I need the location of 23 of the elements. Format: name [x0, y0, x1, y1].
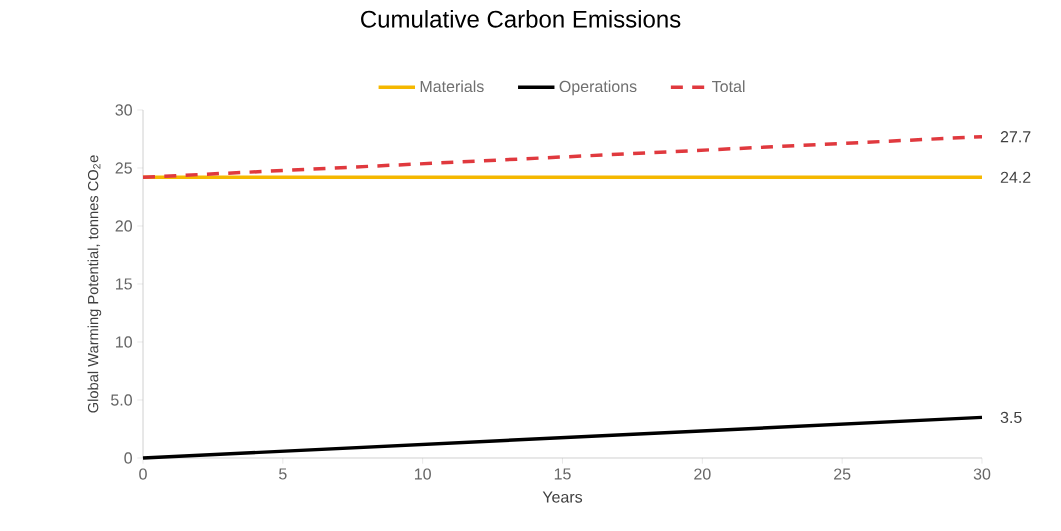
legend-label: Materials: [420, 80, 484, 93]
y-tick-label: 10: [116, 336, 132, 348]
y-tick-label: 15: [116, 278, 132, 290]
chart-title: Cumulative Carbon Emissions: [361, 10, 681, 28]
legend-label: Operations: [559, 80, 637, 96]
data-label: 3.5: [1000, 411, 1022, 424]
x-tick-label: 15: [554, 468, 571, 480]
y-tick-label: 5.0: [111, 394, 132, 406]
data-label: 27.7: [1000, 131, 1031, 143]
y-tick-label: 30: [115, 104, 132, 116]
y-tick-label: 20: [115, 220, 132, 232]
legend-label: Total: [712, 80, 745, 93]
x-tick-label: 25: [834, 468, 851, 480]
x-axis-title: Years: [542, 491, 583, 503]
y-tick-label: 25: [115, 162, 132, 174]
x-tick-label: 5: [279, 468, 287, 480]
x-tick-label: 10: [414, 468, 431, 480]
data-label: 24.2: [1000, 171, 1031, 183]
x-tick-label: 30: [973, 468, 991, 480]
x-tick-label: 0: [139, 468, 147, 480]
y-axis-title: Global Warming Potential, tonnes CO$_{2}$e: [87, 155, 102, 413]
y-tick-label: 0: [124, 452, 132, 464]
x-tick-label: 20: [694, 468, 711, 480]
